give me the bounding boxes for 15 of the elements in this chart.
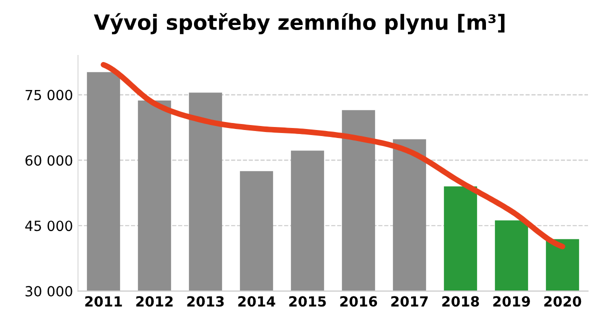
x-tick-label: 2014 [238, 296, 276, 307]
x-tick-label: 2018 [442, 296, 479, 307]
x-tick-label: 2012 [136, 296, 173, 307]
x-tick-label: 2016 [340, 296, 378, 307]
x-tick-label: 2020 [544, 296, 582, 307]
y-tick-label: 30 000 [26, 286, 72, 297]
y-tick-label: 75 000 [26, 90, 72, 100]
y-tick-label: 60 000 [26, 155, 72, 166]
x-tick-label: 2017 [391, 296, 428, 307]
chart-title: Vývoj spotřeby zemního plynu [m³] [94, 13, 504, 34]
x-tick-label: 2019 [493, 296, 530, 307]
y-tick-label: 45 000 [25, 220, 72, 232]
x-tick-label: 2011 [85, 296, 122, 307]
x-tick-label: 2015 [289, 296, 326, 307]
x-tick-label: 2013 [187, 296, 224, 307]
